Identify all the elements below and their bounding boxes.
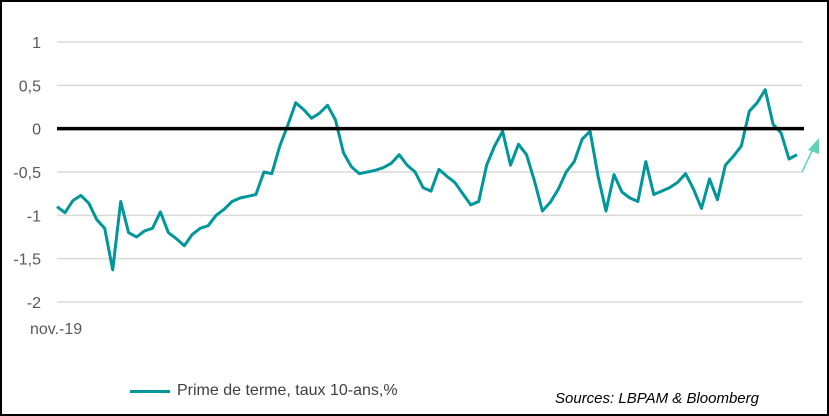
trend-arrow-head-icon — [808, 138, 819, 154]
sources-note: Sources: LBPAM & Bloomberg — [555, 390, 759, 407]
legend: Prime de terme, taux 10-ans,% — [130, 382, 398, 400]
legend-label: Prime de terme, taux 10-ans,% — [177, 382, 398, 399]
trend-arrow-shaft — [801, 148, 814, 173]
y-tick-label: 0,5 — [19, 78, 41, 95]
y-tick-label: -1 — [27, 208, 41, 225]
y-tick-label: 1 — [32, 35, 41, 52]
y-tick-label: -1,5 — [13, 252, 41, 269]
legend-swatch — [130, 389, 170, 393]
y-tick-label: 0 — [32, 122, 41, 139]
x-tick-label: nov.-19 — [30, 321, 82, 338]
y-tick-label: -0,5 — [13, 165, 41, 182]
y-tick-label: -2 — [27, 295, 41, 312]
series-line — [56, 88, 798, 272]
